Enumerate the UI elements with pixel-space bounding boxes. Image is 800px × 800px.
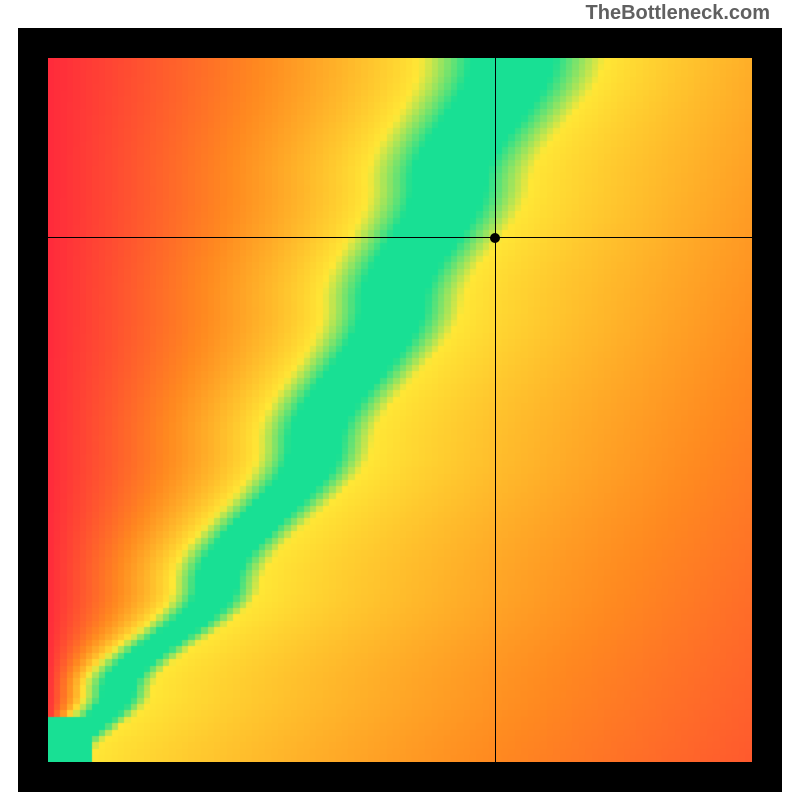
- heatmap-plot: [48, 58, 752, 762]
- attribution-text: TheBottleneck.com: [586, 2, 770, 25]
- chart-frame: [18, 28, 782, 792]
- heatmap-canvas: [48, 58, 752, 762]
- chart-container: TheBottleneck.com: [0, 0, 800, 800]
